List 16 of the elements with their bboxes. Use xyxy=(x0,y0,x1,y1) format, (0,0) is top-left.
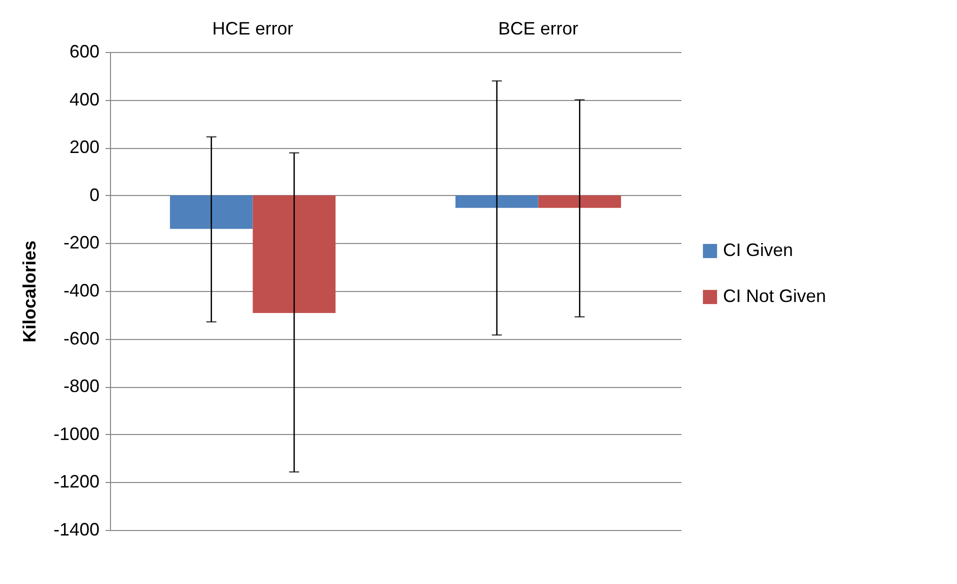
y-tick-label: -800 xyxy=(63,376,100,396)
y-axis-title: Kilocalories xyxy=(19,240,40,343)
y-tick-label: -600 xyxy=(63,328,100,348)
x-tick-label: BCE error xyxy=(498,18,578,38)
y-tick-label: -1000 xyxy=(53,424,100,444)
y-tick-label: 200 xyxy=(69,137,100,158)
y-tick-label: -1200 xyxy=(53,472,100,492)
y-tick-label: -1400 xyxy=(53,520,100,540)
y-tick-label: -200 xyxy=(63,232,100,253)
legend-label: CI Given xyxy=(723,240,794,260)
y-tick-label: -400 xyxy=(63,280,100,300)
y-tick-label: 400 xyxy=(69,89,100,110)
y-tick-label: 0 xyxy=(89,184,100,205)
y-tick-label: 600 xyxy=(69,42,100,62)
legend-label: CI Not Given xyxy=(723,286,826,306)
x-tick-label: HCE error xyxy=(212,18,294,38)
